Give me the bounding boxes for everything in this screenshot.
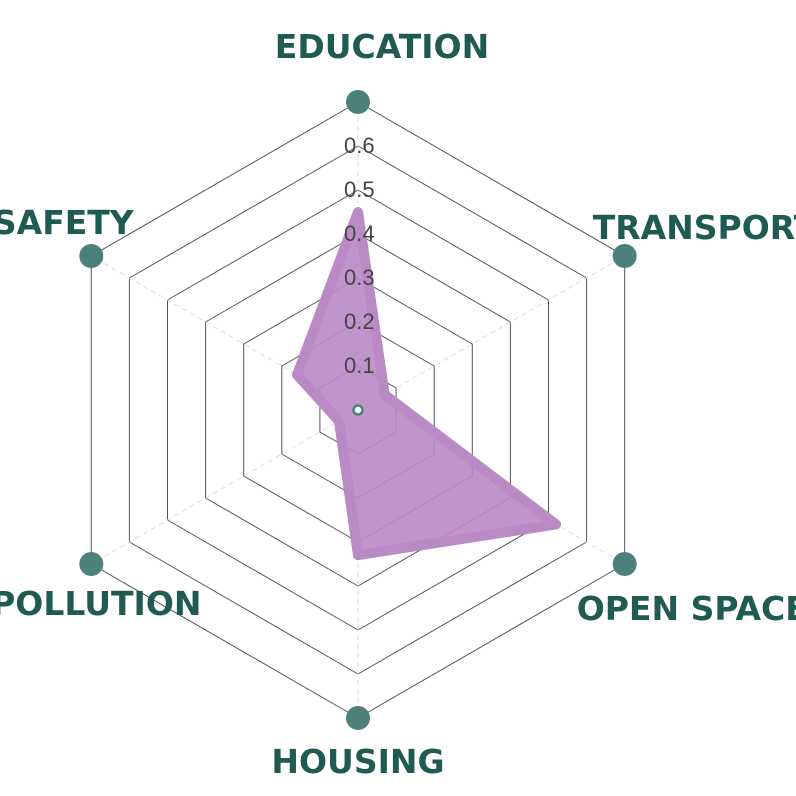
spoke-transport xyxy=(358,256,625,410)
tick-label: 0.6 xyxy=(344,133,375,158)
axis-label-open-space: OPEN SPACE xyxy=(577,589,796,628)
series-layer xyxy=(297,212,556,555)
tick-label: 0.3 xyxy=(344,265,375,290)
axis-label-transport: TRANSPORT xyxy=(593,208,796,247)
spoke-pollution xyxy=(91,410,358,564)
axis-label-pollution: POLLUTION xyxy=(0,584,201,623)
tick-label: 0.5 xyxy=(344,177,375,202)
tick-label: 0.2 xyxy=(344,309,375,334)
axis-label-education: EDUCATION xyxy=(275,27,489,66)
center-marker xyxy=(354,406,363,415)
vertex-marker-housing xyxy=(346,706,370,730)
axis-label-safety: SAFETY xyxy=(0,203,135,242)
vertex-marker-safety xyxy=(79,244,103,268)
series-area xyxy=(297,212,556,555)
vertex-marker-transport xyxy=(613,244,637,268)
vertex-marker-open-space xyxy=(613,552,637,576)
vertex-marker-education xyxy=(346,90,370,114)
axis-label-housing: HOUSING xyxy=(271,742,444,781)
vertex-marker-pollution xyxy=(79,552,103,576)
tick-label: 0.4 xyxy=(344,221,375,246)
tick-label: 0.1 xyxy=(344,353,375,378)
